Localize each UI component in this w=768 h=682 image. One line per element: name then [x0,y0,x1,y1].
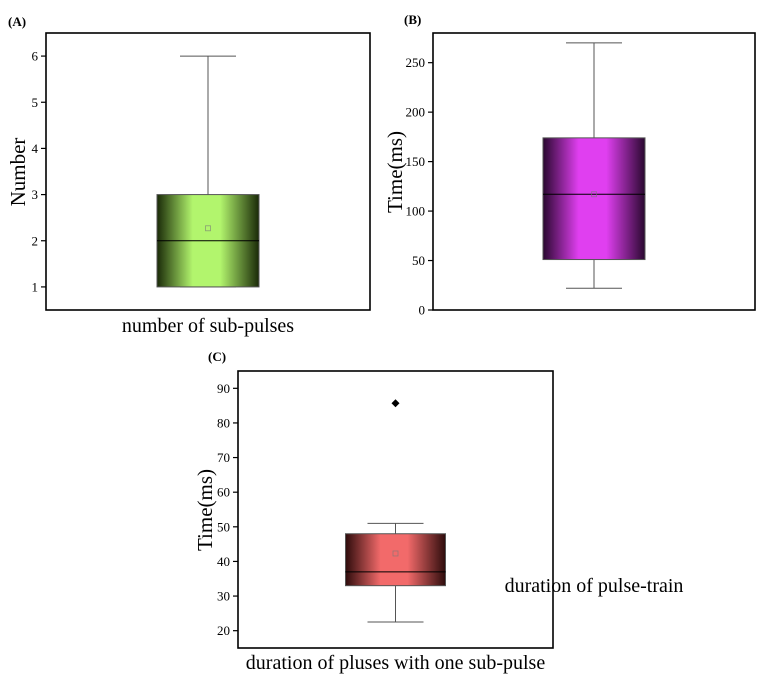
panel-a-plot-frame [45,32,371,311]
panel-c-y-tick-label: 50 [217,519,230,534]
panel-b-box-iqr [542,137,646,261]
panel-c-outlier-point [391,399,400,408]
panel-a-box-plot [156,55,260,288]
panel-c-y-tick-label: 30 [217,589,230,604]
panel-c-y-tick-label: 80 [217,415,230,430]
panel-c-y-axis-label: Time(ms) [193,469,217,551]
panel-a-y-axis-label: Number [6,138,30,207]
panel-c-y-tick-label: 40 [217,554,230,569]
panel-c-mean-marker [392,550,399,557]
panel-b: (B) 0 50 100 150 200 250 Time(ms) duration of… [383,12,756,597]
panel-b-y-tick-label: 50 [412,253,425,268]
panel-a-y-tick-label: 5 [32,95,39,110]
panel-b-label: (B) [404,12,421,27]
panel-b-y-tick-label: 250 [406,55,426,70]
panel-a-y-ticks: 1 2 3 4 5 6 [32,49,46,294]
panel-c-y-ticks: 20 30 40 50 60 70 80 90 [217,381,238,638]
panel-a-label: (A) [8,14,26,29]
panel-c-y-tick-label: 20 [217,623,230,638]
panel-c-box-plot [345,399,446,623]
panel-a-y-tick-label: 2 [32,233,39,248]
panel-a-mean-marker [205,225,211,232]
panel-c-y-tick-label: 70 [217,450,230,465]
panel-b-box-plot [542,42,646,289]
panel-c-label: (C) [208,349,226,364]
panel-c: (C) 20 30 40 50 60 70 80 90 Time(ms) duration o… [193,349,554,674]
panel-b-y-axis-label: Time(ms) [383,131,407,213]
panel-c-y-tick-label: 90 [217,381,230,396]
panel-a-x-axis-label: number of sub-pulses [122,315,294,337]
panel-c-x-axis-label: duration of pluses with one sub-pulse [246,652,546,674]
panel-a-y-tick-label: 1 [32,279,39,294]
panel-b-y-ticks: 0 50 100 150 200 250 [406,55,433,318]
panel-a: (A) 1 2 3 4 5 6 Number number of sub-pulses [6,14,371,337]
panel-a-y-tick-label: 4 [32,141,39,156]
panel-b-y-tick-label: 150 [406,154,426,169]
panel-c-plot-frame [237,370,554,649]
panel-a-y-tick-label: 3 [32,187,39,202]
panel-a-y-tick-label: 6 [32,49,39,64]
panel-b-mean-marker [591,191,597,198]
panel-b-plot-frame [432,32,756,311]
panel-b-y-tick-label: 100 [406,204,426,219]
panel-c-box-iqr [345,533,446,587]
panel-b-y-tick-label: 0 [419,303,426,318]
panel-c-y-tick-label: 60 [217,485,230,500]
panel-b-y-tick-label: 200 [406,105,426,120]
panel-b-x-axis-label: duration of pulse-train [505,575,684,597]
